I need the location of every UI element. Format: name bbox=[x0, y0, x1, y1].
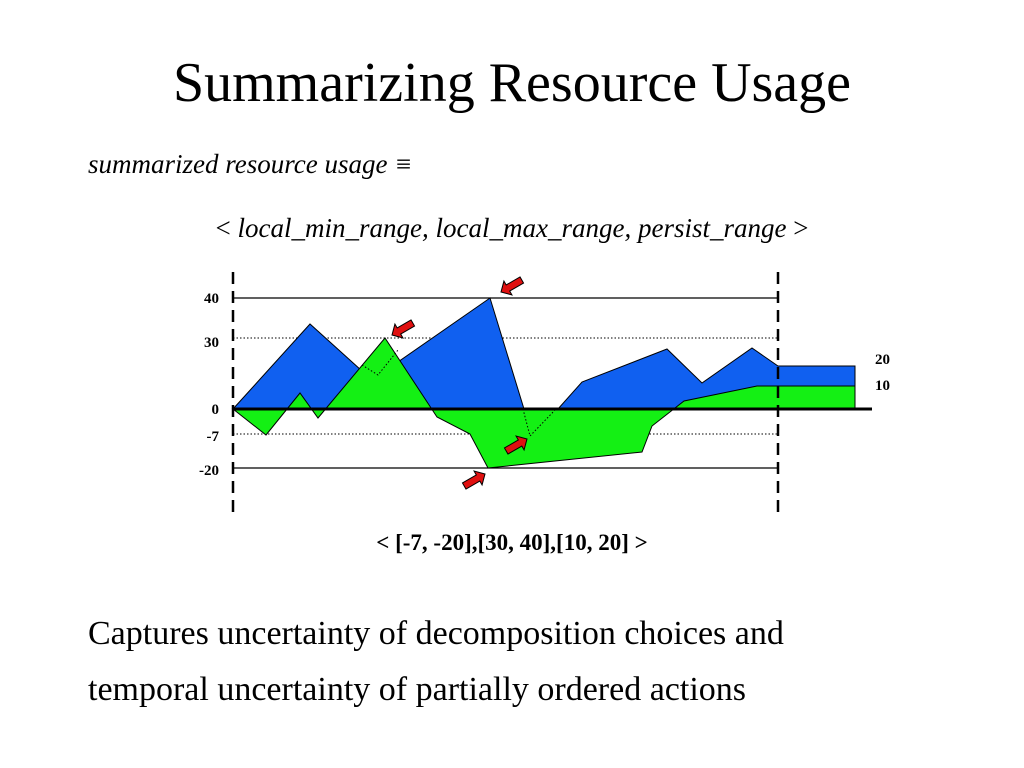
y-tick-neg7: -7 bbox=[207, 429, 220, 445]
caption-line-1: Captures uncertainty of decomposition ch… bbox=[88, 615, 784, 652]
arrow-max-30 bbox=[391, 319, 416, 339]
y-tick-neg20: -20 bbox=[199, 463, 219, 479]
definition-text: summarized resource usage ≡ bbox=[88, 149, 413, 179]
y-tick-30: 30 bbox=[204, 335, 219, 351]
arrow-max-40 bbox=[500, 276, 525, 296]
tuple-fields: local_min_range, local_max_range, persis… bbox=[237, 213, 787, 243]
slide-title: Summarizing Resource Usage bbox=[172, 52, 852, 114]
right-label-10: 10 bbox=[875, 378, 890, 394]
summary-tuple: < [-7, -20],[30, 40],[10, 20] > bbox=[376, 530, 648, 555]
caption-line-2: temporal uncertainty of partially ordere… bbox=[88, 671, 747, 708]
arrow-min-7 bbox=[503, 435, 528, 455]
tuple-open: < bbox=[215, 213, 238, 243]
tuple-definition: < local_min_range, local_max_range, pers… bbox=[0, 210, 1024, 246]
right-label-20: 20 bbox=[875, 352, 890, 368]
y-tick-0: 0 bbox=[212, 402, 220, 418]
dotted-trace-upper bbox=[361, 349, 399, 376]
tuple-close: > bbox=[786, 213, 809, 243]
dotted-trace-lower bbox=[522, 408, 557, 437]
y-tick-40: 40 bbox=[204, 291, 219, 307]
arrow-min-20 bbox=[461, 470, 486, 490]
caption-text: Captures uncertainty of decomposition ch… bbox=[88, 606, 968, 718]
green-usage-area bbox=[231, 337, 856, 469]
